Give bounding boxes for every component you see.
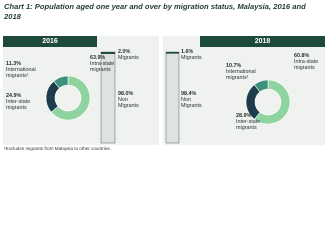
category-label: International migrants¹ (226, 68, 256, 81)
value-label: 60.8% (294, 53, 310, 59)
category-label: Non Migrants (181, 96, 202, 109)
bar-segment (100, 51, 116, 55)
value-label: 28.9% (236, 113, 252, 119)
value-label: 24.9% (6, 93, 22, 99)
segment-label: 28.9% Inter-state migrants (236, 113, 266, 132)
segment-label: 24.9% Inter-state migrants (6, 93, 36, 112)
bar-segment (100, 53, 116, 144)
panel-2018 (163, 36, 325, 145)
category-label: Migrants (118, 54, 139, 61)
bar-label: 98.4% Non Migrants (181, 91, 207, 110)
value-label: 10.7% (226, 63, 242, 69)
category-label: Inter-state migrants (6, 98, 31, 111)
footnote: ¹Excludes migrants from Malaysia to othe… (4, 146, 111, 151)
value-label: 1.6% (181, 49, 194, 55)
donut-segment (53, 75, 69, 89)
category-label: Inter-state migrants (236, 118, 261, 131)
value-label: 98.4% (181, 91, 197, 97)
category-label: Intra-state migrants (294, 58, 319, 71)
bar-segment (165, 51, 180, 54)
chart-title: Chart 1: Population aged one year and ov… (4, 2, 306, 21)
infographic: Chart 1: Population aged one year and ov… (3, 2, 325, 151)
bar-label: 1.6% Migrants (181, 49, 207, 62)
category-label: Non Migrants (118, 96, 139, 109)
segment-label: 63.9% Intra-state migrants (90, 55, 120, 74)
segment-label: 60.8% Intra-state migrants (294, 53, 324, 72)
category-label: Migrants (181, 54, 202, 61)
segment-label: 10.7% International migrants¹ (226, 63, 256, 82)
chart (3, 36, 325, 145)
donut-segment (254, 79, 291, 125)
value-label: 2.0% (118, 49, 131, 55)
panel-header (200, 36, 325, 47)
value-label: 63.9% (90, 55, 106, 61)
category-label: International migrants¹ (6, 66, 36, 79)
bar-segment (165, 53, 180, 144)
value-label: 11.3% (6, 61, 21, 67)
value-label: 98.0% (118, 91, 134, 97)
panel-header (3, 36, 97, 47)
panel-title: 2016 (42, 38, 58, 45)
bar-label: 2.0% Migrants (118, 49, 144, 62)
segment-label: 11.3% International migrants¹ (6, 61, 36, 80)
donut-segment (253, 79, 269, 93)
panel-title: 2018 (254, 38, 271, 45)
donut-segment (50, 75, 91, 121)
category-label: Intra-state migrants (90, 60, 115, 73)
bar-label: 98.0% Non Migrants (118, 91, 144, 110)
